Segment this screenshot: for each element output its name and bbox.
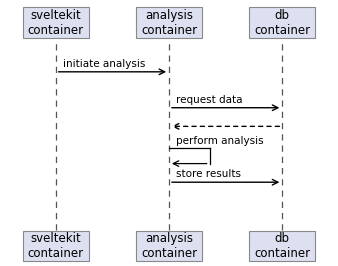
Text: perform analysis: perform analysis [176, 136, 263, 146]
FancyBboxPatch shape [23, 7, 89, 38]
Text: analysis
container: analysis container [141, 9, 197, 37]
FancyBboxPatch shape [249, 7, 315, 38]
FancyBboxPatch shape [136, 7, 202, 38]
FancyBboxPatch shape [249, 231, 315, 261]
FancyBboxPatch shape [23, 231, 89, 261]
Text: request data: request data [176, 94, 242, 105]
Text: sveltekit
container: sveltekit container [28, 9, 84, 37]
Text: db
container: db container [254, 232, 310, 260]
Text: analysis
container: analysis container [141, 232, 197, 260]
Text: initiate analysis: initiate analysis [63, 59, 145, 69]
Text: sveltekit
container: sveltekit container [28, 232, 84, 260]
Text: db
container: db container [254, 9, 310, 37]
Text: store results: store results [176, 169, 241, 179]
FancyBboxPatch shape [136, 231, 202, 261]
